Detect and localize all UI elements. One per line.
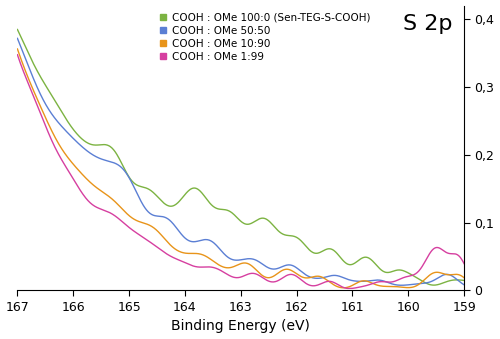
- COOH : OMe 50:50: (167, 0.277): OMe 50:50: (167, 0.277): [42, 101, 48, 105]
- Text: S 2p: S 2p: [404, 14, 453, 34]
- COOH : OMe 50:50: (162, 0.0377): OMe 50:50: (162, 0.0377): [286, 263, 292, 267]
- COOH : OMe 10:90: (167, 0.356): OMe 10:90: (167, 0.356): [14, 47, 20, 51]
- COOH : OMe 100:0 (Sen-TEG-S-COOH): (160, 0.00788): OMe 100:0 (Sen-TEG-S-COOH): (160, 0.0078…: [431, 283, 437, 287]
- COOH : OMe 10:90: (162, 0.031): OMe 10:90: (162, 0.031): [286, 267, 292, 272]
- COOH : OMe 1:99: (159, 0.0395): OMe 1:99: (159, 0.0395): [461, 262, 467, 266]
- COOH : OMe 1:99: (160, 0.0185): OMe 1:99: (160, 0.0185): [400, 276, 406, 280]
- COOH : OMe 100:0 (Sen-TEG-S-COOH): (159, 0.0148): OMe 100:0 (Sen-TEG-S-COOH): (159, 0.0148…: [461, 278, 467, 282]
- COOH : OMe 1:99: (167, 0.245): OMe 1:99: (167, 0.245): [42, 122, 48, 126]
- COOH : OMe 10:90: (161, 0.00393): OMe 10:90: (161, 0.00393): [340, 286, 346, 290]
- Line: COOH : OMe 50:50: COOH : OMe 50:50: [18, 38, 464, 285]
- COOH : OMe 10:90: (161, 0.011): OMe 10:90: (161, 0.011): [354, 281, 360, 285]
- COOH : OMe 1:99: (167, 0.348): OMe 1:99: (167, 0.348): [14, 53, 20, 57]
- COOH : OMe 100:0 (Sen-TEG-S-COOH): (162, 0.09): OMe 100:0 (Sen-TEG-S-COOH): (162, 0.09): [274, 227, 280, 232]
- COOH : OMe 1:99: (162, 0.0147): OMe 1:99: (162, 0.0147): [299, 278, 305, 282]
- COOH : OMe 10:90: (159, 0.0187): OMe 10:90: (159, 0.0187): [461, 276, 467, 280]
- COOH : OMe 100:0 (Sen-TEG-S-COOH): (162, 0.0718): OMe 100:0 (Sen-TEG-S-COOH): (162, 0.0718…: [299, 240, 305, 244]
- COOH : OMe 50:50: (161, 0.0138): OMe 50:50: (161, 0.0138): [353, 279, 359, 283]
- COOH : OMe 50:50: (162, 0.0271): OMe 50:50: (162, 0.0271): [299, 270, 305, 274]
- COOH : OMe 1:99: (161, 0.00416): OMe 1:99: (161, 0.00416): [354, 286, 360, 290]
- X-axis label: Binding Energy (eV): Binding Energy (eV): [172, 319, 310, 334]
- Line: COOH : OMe 10:90: COOH : OMe 10:90: [18, 49, 464, 288]
- COOH : OMe 100:0 (Sen-TEG-S-COOH): (167, 0.304): OMe 100:0 (Sen-TEG-S-COOH): (167, 0.304): [42, 82, 48, 86]
- COOH : OMe 1:99: (162, 0.0232): OMe 1:99: (162, 0.0232): [286, 273, 292, 277]
- COOH : OMe 10:90: (167, 0.257): OMe 10:90: (167, 0.257): [42, 114, 48, 118]
- COOH : OMe 100:0 (Sen-TEG-S-COOH): (160, 0.0297): OMe 100:0 (Sen-TEG-S-COOH): (160, 0.0297…: [399, 268, 405, 272]
- Line: COOH : OMe 1:99: COOH : OMe 1:99: [18, 55, 464, 288]
- COOH : OMe 50:50: (160, 0.00771): OMe 50:50: (160, 0.00771): [400, 283, 406, 287]
- COOH : OMe 50:50: (162, 0.0321): OMe 50:50: (162, 0.0321): [274, 267, 280, 271]
- COOH : OMe 1:99: (162, 0.0137): OMe 1:99: (162, 0.0137): [274, 279, 280, 283]
- COOH : OMe 100:0 (Sen-TEG-S-COOH): (162, 0.081): OMe 100:0 (Sen-TEG-S-COOH): (162, 0.081): [286, 234, 292, 238]
- Legend: COOH : OMe 100:0 (Sen-TEG-S-COOH), COOH : OMe 50:50, COOH : OMe 10:90, COOH : OM: COOH : OMe 100:0 (Sen-TEG-S-COOH), COOH …: [156, 8, 375, 66]
- COOH : OMe 50:50: (167, 0.372): OMe 50:50: (167, 0.372): [14, 36, 20, 40]
- Line: COOH : OMe 100:0 (Sen-TEG-S-COOH): COOH : OMe 100:0 (Sen-TEG-S-COOH): [18, 29, 464, 285]
- COOH : OMe 10:90: (162, 0.0199): OMe 10:90: (162, 0.0199): [299, 275, 305, 279]
- COOH : OMe 1:99: (161, 0.003): OMe 1:99: (161, 0.003): [345, 286, 351, 291]
- COOH : OMe 100:0 (Sen-TEG-S-COOH): (161, 0.0418): OMe 100:0 (Sen-TEG-S-COOH): (161, 0.0418…: [353, 260, 359, 264]
- COOH : OMe 50:50: (159, 0.00836): OMe 50:50: (159, 0.00836): [461, 283, 467, 287]
- COOH : OMe 50:50: (160, 0.00768): OMe 50:50: (160, 0.00768): [398, 283, 404, 287]
- COOH : OMe 100:0 (Sen-TEG-S-COOH): (167, 0.385): OMe 100:0 (Sen-TEG-S-COOH): (167, 0.385): [14, 27, 20, 32]
- COOH : OMe 10:90: (162, 0.0243): OMe 10:90: (162, 0.0243): [274, 272, 280, 276]
- COOH : OMe 10:90: (160, 0.00474): OMe 10:90: (160, 0.00474): [400, 285, 406, 289]
